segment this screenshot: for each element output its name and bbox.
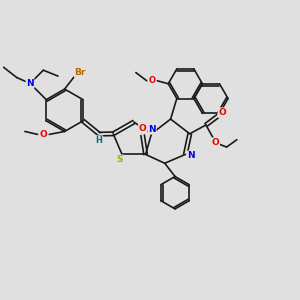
Text: H: H [96,136,103,145]
Text: Br: Br [74,68,86,77]
Text: O: O [148,76,156,85]
Text: S: S [116,155,123,164]
Text: O: O [218,108,226,117]
Text: N: N [187,152,194,160]
Text: N: N [26,79,34,88]
Text: O: O [139,124,146,133]
Text: N: N [148,125,156,134]
Text: O: O [212,138,219,147]
Text: O: O [40,130,47,139]
